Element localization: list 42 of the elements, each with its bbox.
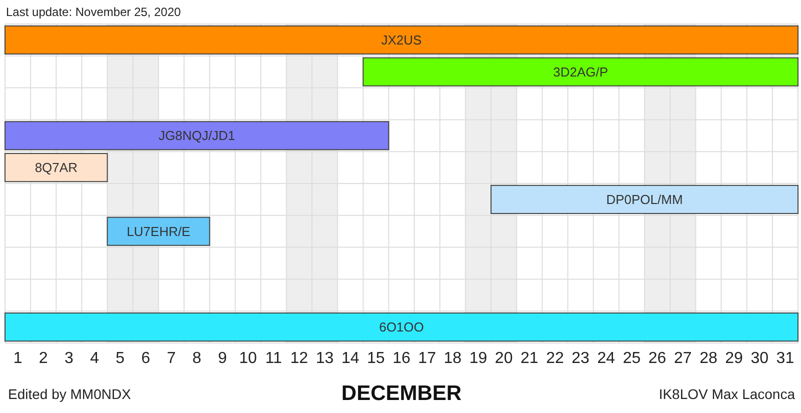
- series-label: JG8NQJ/JD1: [158, 128, 236, 144]
- x-tick-label: 4: [90, 350, 100, 367]
- x-tick-label: 23: [572, 350, 590, 367]
- text: Last update: November 25, 2020: [6, 5, 182, 19]
- x-tick-label: 27: [674, 350, 692, 367]
- x-tick-label: 30: [750, 350, 769, 367]
- x-tick-label: 12: [290, 350, 308, 367]
- x-tick-label: 24: [597, 350, 616, 367]
- x-tick-label: 6: [141, 350, 150, 367]
- x-tick-label: 2: [38, 350, 48, 367]
- x-tick-label: 8: [192, 350, 202, 367]
- x-tick-label: 5: [116, 350, 125, 367]
- series-label: LU7EHR/E: [126, 224, 191, 239]
- x-tick-label: 16: [392, 350, 410, 367]
- x-tick-label: 13: [316, 350, 334, 367]
- x-tick-label: 3: [64, 350, 74, 367]
- text: IK8LOV Max Laconca: [658, 386, 796, 402]
- series-label: 6O1OO: [379, 320, 424, 335]
- x-tick-label: 31: [776, 350, 794, 367]
- x-tick-label: 22: [546, 350, 564, 367]
- x-tick-label: 20: [494, 350, 513, 367]
- x-tick-label: 17: [418, 350, 436, 367]
- x-tick-label: 11: [265, 350, 282, 367]
- x-tick-label: 7: [166, 350, 176, 367]
- text: Edited by MM0NDX: [8, 386, 132, 402]
- x-tick-label: 26: [648, 350, 666, 367]
- x-tick-label: 21: [520, 350, 538, 367]
- x-tick-label: 25: [622, 350, 641, 367]
- x-tick-label: 10: [239, 350, 258, 367]
- x-axis-title: DECEMBER: [341, 382, 462, 405]
- x-tick-label: 14: [341, 350, 360, 367]
- x-tick-label: 28: [700, 350, 718, 367]
- x-tick-label: 29: [725, 350, 744, 367]
- series-label: 3D2AG/P: [553, 64, 608, 80]
- series-label: JX2US: [381, 32, 422, 48]
- x-tick-label: 1: [13, 350, 22, 367]
- x-tick-label: 18: [444, 350, 462, 367]
- x-tick-label: 19: [469, 350, 488, 367]
- series-label: 8Q7AR: [34, 160, 78, 176]
- x-tick-label: 15: [367, 350, 385, 367]
- x-tick-label: 9: [218, 350, 227, 367]
- series-label: DP0POL/MM: [606, 192, 683, 207]
